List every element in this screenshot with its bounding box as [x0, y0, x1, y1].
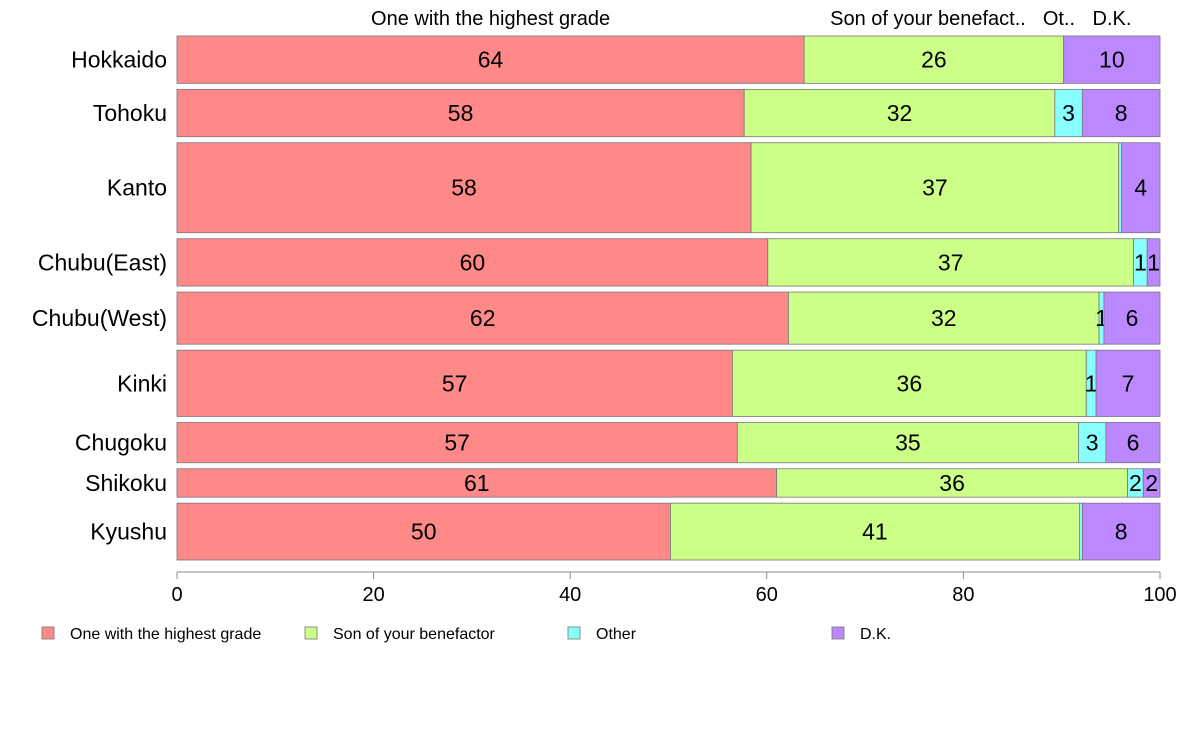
data-label: 1: [1085, 370, 1098, 396]
bar-segment: [736, 422, 1079, 464]
category-label: Shikoku: [85, 470, 167, 496]
data-label: 7: [1122, 370, 1135, 396]
bar-segment: [176, 422, 738, 464]
data-label: 41: [862, 519, 888, 545]
bar-segment: [1118, 142, 1123, 234]
bar-segment: [176, 142, 752, 234]
bar-segment: [731, 349, 1087, 417]
data-label: 36: [939, 470, 965, 496]
data-label: 4: [1134, 175, 1147, 201]
bar-segment: [767, 238, 1134, 287]
legend-swatch: [304, 626, 318, 640]
x-tick-label: 0: [171, 584, 182, 606]
bar-segment: [176, 502, 671, 561]
bar-segment: [776, 468, 1128, 498]
legend-label: Son of your benefactor: [333, 626, 496, 643]
data-label: 57: [442, 370, 468, 396]
data-label: 8: [1115, 100, 1128, 126]
bar-segment: [176, 291, 789, 345]
category-label: Chugoku: [75, 430, 167, 456]
bar-segment: [176, 468, 778, 498]
bar-segment: [1146, 238, 1161, 287]
data-label: 35: [895, 430, 921, 456]
legend-swatch: [41, 626, 55, 640]
bar-segment: [1105, 422, 1161, 464]
category-label: Chubu(West): [32, 305, 167, 331]
bar-segment: [788, 291, 1100, 345]
data-label: 37: [922, 175, 948, 201]
data-label: 3: [1086, 430, 1099, 456]
data-label: 1: [1147, 249, 1160, 275]
data-label: 36: [897, 370, 923, 396]
data-label: 62: [470, 305, 496, 331]
bar-segment: [1103, 291, 1161, 345]
data-label: 57: [444, 430, 470, 456]
x-tick-label: 20: [362, 584, 384, 606]
data-label: 2: [1129, 470, 1142, 496]
category-label: Hokkaido: [71, 47, 167, 73]
category-label: Kinki: [117, 370, 167, 396]
legend-swatch: [567, 626, 581, 640]
data-label: 37: [938, 249, 964, 275]
top-series-label: Son of your benefact..: [830, 8, 1026, 30]
x-tick-label: 100: [1143, 584, 1176, 606]
top-series-label: Ot..: [1043, 8, 1075, 30]
data-label: 58: [451, 175, 477, 201]
bar-segment: [1081, 502, 1161, 561]
bar-segment: [1095, 349, 1161, 417]
data-label: 58: [448, 100, 474, 126]
bar-segment: [1142, 468, 1161, 498]
data-label: 32: [887, 100, 913, 126]
data-label: 32: [931, 305, 957, 331]
bar-segment: [1078, 422, 1107, 464]
data-label: 2: [1145, 470, 1158, 496]
x-tick-label: 60: [756, 584, 778, 606]
bar-segment: [1054, 88, 1083, 138]
bar-segment: [743, 88, 1056, 138]
data-label: 8: [1115, 519, 1128, 545]
bar-segment: [670, 502, 1080, 561]
data-label: 6: [1126, 305, 1139, 331]
category-label: Chubu(East): [38, 249, 167, 275]
data-label: 1: [1134, 249, 1147, 275]
legend-label: D.K.: [860, 626, 891, 643]
data-label: 26: [921, 47, 947, 73]
legend-swatch: [831, 626, 845, 640]
category-label: Kyushu: [90, 519, 167, 545]
data-label: 6: [1127, 430, 1140, 456]
data-label: 50: [411, 519, 437, 545]
data-label: 60: [460, 249, 486, 275]
x-tick-label: 40: [559, 584, 581, 606]
top-series-label: D.K.: [1093, 8, 1132, 30]
bar-segment: [176, 349, 733, 417]
category-label: Tohoku: [93, 100, 167, 126]
bar-segment: [176, 35, 805, 84]
legend-label: One with the highest grade: [70, 626, 261, 643]
bar-segment: [1121, 142, 1161, 234]
bar-segment: [803, 35, 1065, 84]
top-series-label: One with the highest grade: [371, 8, 610, 30]
bar-segment: [1081, 88, 1161, 138]
data-label: 3: [1062, 100, 1075, 126]
legend-label: Other: [596, 626, 637, 643]
bar-segment: [1063, 35, 1161, 84]
x-tick-label: 80: [952, 584, 974, 606]
data-label: 61: [464, 470, 490, 496]
bar-segment: [176, 88, 745, 138]
category-label: Kanto: [107, 175, 167, 201]
data-label: 64: [478, 47, 504, 73]
bar-segment: [750, 142, 1120, 234]
data-label: 10: [1099, 47, 1125, 73]
bar-segment: [1078, 502, 1083, 561]
